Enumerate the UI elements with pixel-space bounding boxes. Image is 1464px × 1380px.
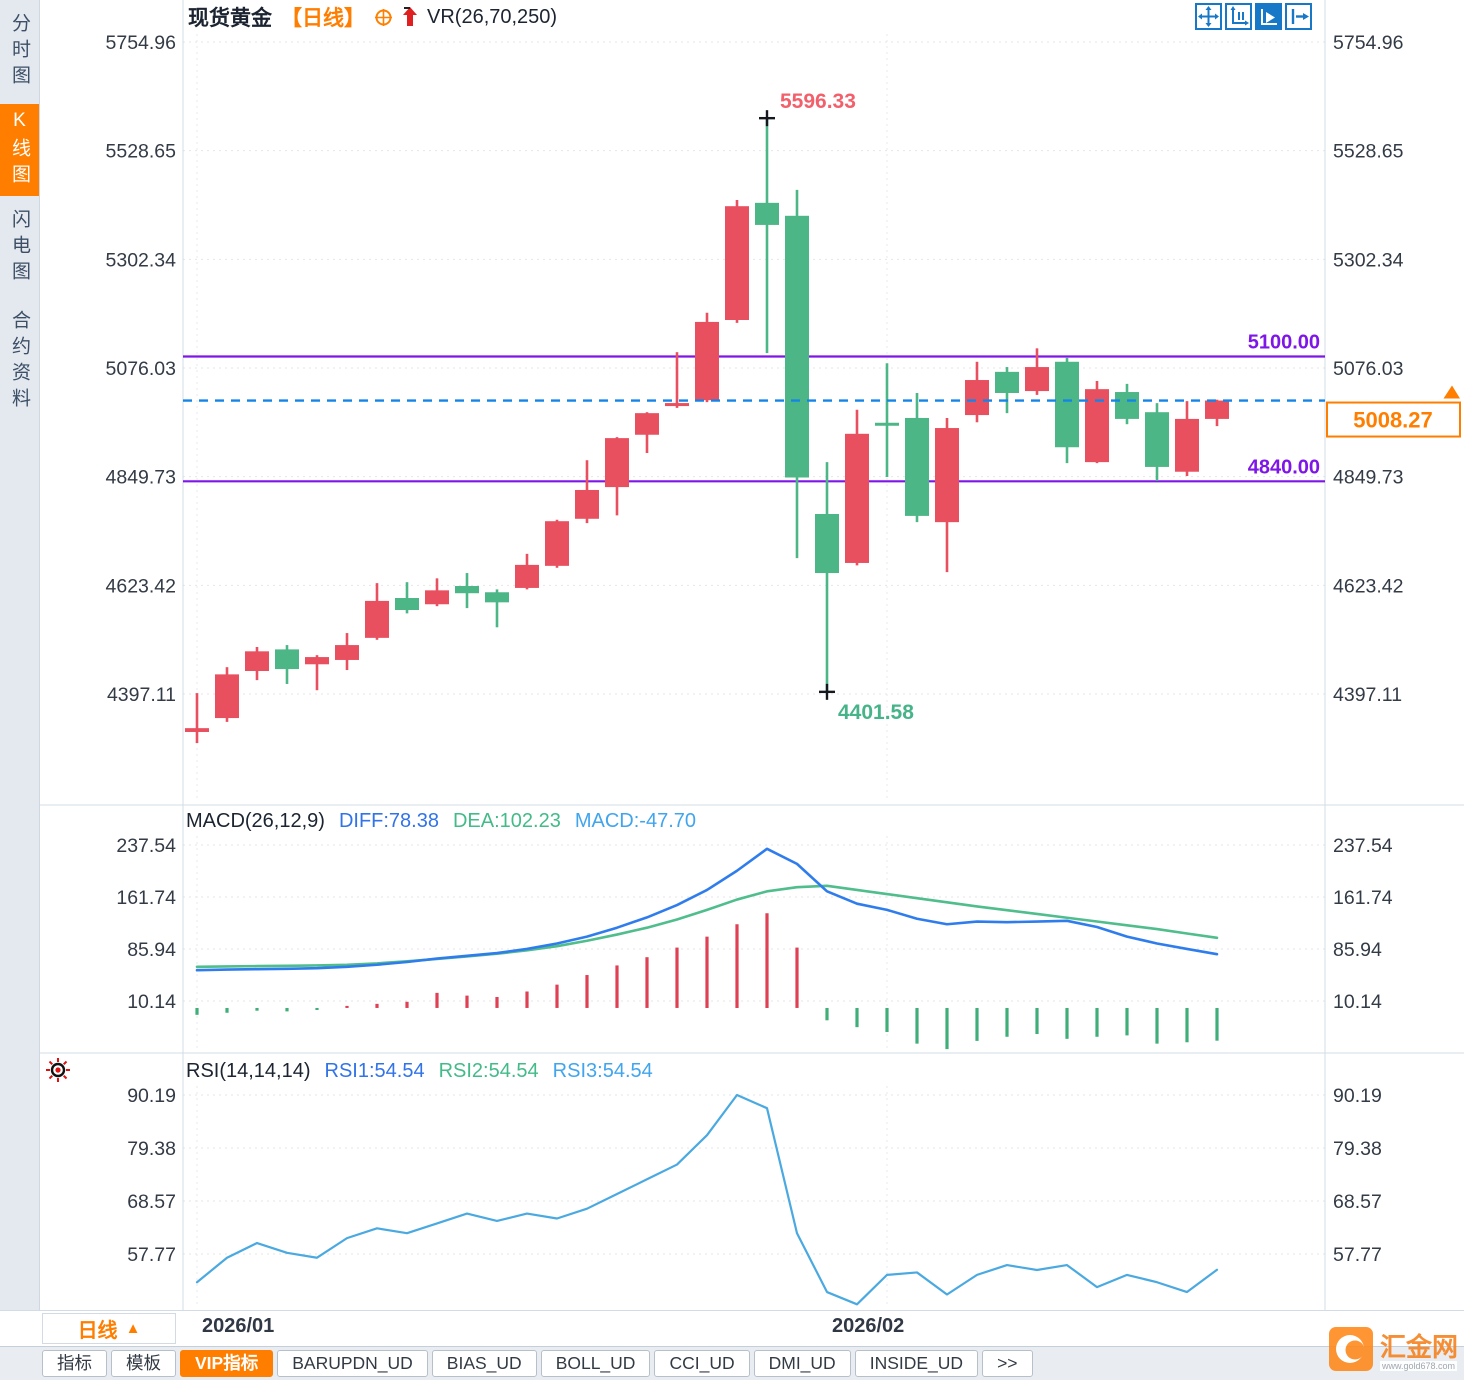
chart-toolbar <box>1195 3 1312 30</box>
buy-arrow-icon <box>402 6 418 28</box>
tab-bias-ud[interactable]: BIAS_UD <box>431 1350 537 1377</box>
svg-text:10.14: 10.14 <box>1333 991 1382 1013</box>
svg-text:90.19: 90.19 <box>1333 1085 1382 1107</box>
svg-text:161.74: 161.74 <box>1333 887 1393 909</box>
svg-text:5100.00: 5100.00 <box>1248 331 1320 353</box>
svg-text:85.94: 85.94 <box>1333 939 1382 961</box>
svg-text:57.77: 57.77 <box>1333 1244 1382 1266</box>
sidebar-item-kline-chart[interactable]: K线图 <box>0 104 39 196</box>
date-tick-feb: 2026/02 <box>832 1315 905 1337</box>
crosshair-move-icon[interactable] <box>1195 3 1222 30</box>
svg-text:68.57: 68.57 <box>1333 1191 1382 1213</box>
svg-text:68.57: 68.57 <box>127 1191 176 1213</box>
period-tag[interactable]: 【日线】 <box>281 7 365 30</box>
overlay-indicator-label[interactable]: VR(26,70,250) <box>427 5 558 28</box>
svg-text:4849.73: 4849.73 <box>106 467 177 489</box>
period-selector-arrow-icon: ▲ <box>125 1320 141 1337</box>
svg-text:5754.96: 5754.96 <box>1333 32 1404 54</box>
svg-text:4849.73: 4849.73 <box>1333 467 1404 489</box>
svg-text:5596.33: 5596.33 <box>780 90 856 113</box>
svg-text:4401.58: 4401.58 <box>838 701 914 724</box>
tab-more[interactable]: >> <box>982 1350 1033 1377</box>
tab-inside-ud[interactable]: INSIDE_UD <box>854 1350 979 1377</box>
tab-barupdn-ud[interactable]: BARUPDN_UD <box>277 1350 428 1377</box>
tab-cci-ud[interactable]: CCI_UD <box>654 1350 750 1377</box>
sidebar: 分时图 K线图 闪电图 合约资料 <box>0 0 40 1310</box>
svg-text:5076.03: 5076.03 <box>1333 358 1404 380</box>
svg-text:5754.96: 5754.96 <box>106 32 177 54</box>
grid-lines <box>183 34 1325 1308</box>
target-crosshair-icon[interactable] <box>374 8 393 27</box>
tab-templates[interactable]: 模板 <box>111 1350 176 1377</box>
svg-text:90.19: 90.19 <box>127 1085 176 1107</box>
symbol-name: 现货黄金 <box>188 7 272 30</box>
svg-text:4623.42: 4623.42 <box>1333 575 1404 597</box>
watermark: 汇金网 www.gold678.com <box>1328 1326 1458 1377</box>
sidebar-item-lightning-chart[interactable]: 闪电图 <box>0 202 39 294</box>
macd-plot <box>195 847 1219 1050</box>
watermark-logo-icon <box>1328 1326 1374 1377</box>
svg-text:237.54: 237.54 <box>1333 835 1393 857</box>
tab-dmi-ud[interactable]: DMI_UD <box>753 1350 851 1377</box>
indicator-tab-bar: 指标 模板 VIP指标 BARUPDN_UD BIAS_UD BOLL_UD C… <box>0 1346 1464 1380</box>
svg-text:4840.00: 4840.00 <box>1248 456 1320 478</box>
candles <box>185 118 1229 744</box>
chart-title-row: 现货黄金 【日线】 VR(26,70,250) <box>188 3 557 31</box>
annotations: 5596.33 4401.58 5008.27 <box>183 90 1461 724</box>
support-resistance-lines: 5100.00 4840.00 <box>183 331 1325 483</box>
sidebar-item-time-chart[interactable]: 分时图 <box>0 6 39 98</box>
tab-indicators[interactable]: 指标 <box>42 1350 107 1377</box>
svg-text:237.54: 237.54 <box>116 835 176 857</box>
period-selector-label: 日线 <box>77 1320 118 1342</box>
axis-labels: 5754.96 5754.96 5528.65 5528.65 5302.34 5302.… <box>106 32 1404 1266</box>
date-axis-row: 日线 ▲ 2026/01 2026/02 <box>0 1311 1464 1346</box>
svg-text:85.94: 85.94 <box>127 939 176 961</box>
svg-text:5528.65: 5528.65 <box>106 141 177 163</box>
svg-text:4397.11: 4397.11 <box>107 684 176 706</box>
sidebar-item-contract-info[interactable]: 合约资料 <box>0 300 39 424</box>
watermark-title: 汇金网 <box>1379 1331 1458 1362</box>
tab-vip-indicators[interactable]: VIP指标 <box>180 1350 274 1377</box>
svg-text:161.74: 161.74 <box>116 887 176 909</box>
svg-text:5302.34: 5302.34 <box>1333 249 1404 271</box>
rsi-plot <box>195 1093 1219 1306</box>
svg-text:57.77: 57.77 <box>127 1244 176 1266</box>
panel-borders <box>0 0 1464 1311</box>
svg-text:79.38: 79.38 <box>1333 1138 1382 1160</box>
svg-text:5528.65: 5528.65 <box>1333 141 1404 163</box>
svg-text:5008.27: 5008.27 <box>1353 408 1433 433</box>
period-selector[interactable]: 日线 ▲ <box>42 1313 176 1344</box>
pan-right-icon[interactable] <box>1285 3 1312 30</box>
tab-boll-ud[interactable]: BOLL_UD <box>540 1350 651 1377</box>
svg-text:10.14: 10.14 <box>127 991 176 1013</box>
svg-text:5076.03: 5076.03 <box>106 358 177 380</box>
chart-play-icon[interactable] <box>1255 3 1282 30</box>
watermark-url: www.gold678.com <box>1379 1360 1458 1371</box>
svg-text:79.38: 79.38 <box>127 1138 176 1160</box>
svg-text:5302.34: 5302.34 <box>106 249 177 271</box>
axis-range-icon[interactable] <box>1225 3 1252 30</box>
svg-text:4397.11: 4397.11 <box>1333 684 1402 706</box>
indicator-settings-sun-icon[interactable] <box>44 1056 72 1084</box>
svg-text:4623.42: 4623.42 <box>106 575 177 597</box>
date-tick-jan: 2026/01 <box>202 1315 275 1337</box>
